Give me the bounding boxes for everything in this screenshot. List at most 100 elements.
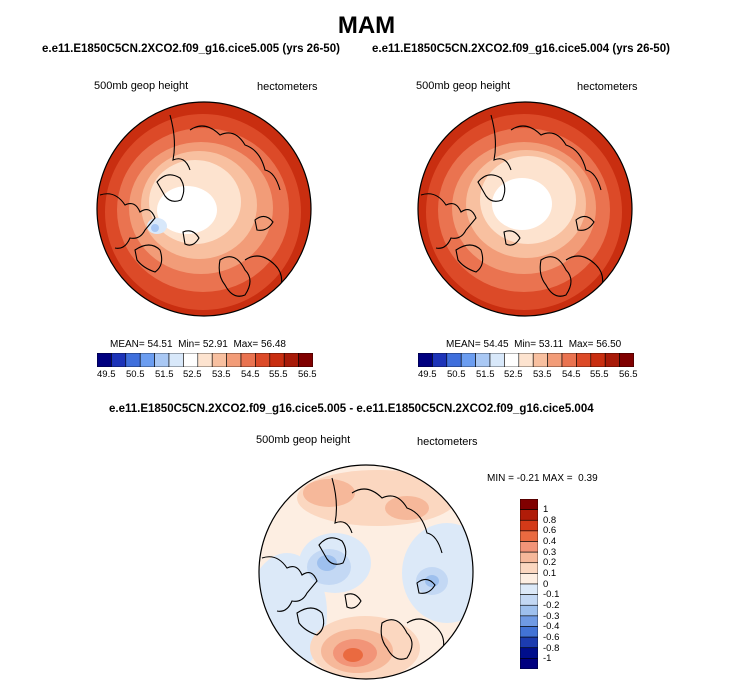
colorbar-box xyxy=(154,353,170,367)
left-colorbar-labels: 49.5 50.5 51.5 52.5 53.5 54.5 55.5 56.5 xyxy=(97,369,317,383)
diff-tick-8: -0.1 xyxy=(543,589,560,600)
colorbar-box xyxy=(168,353,184,367)
diff-tick-9: -0.2 xyxy=(543,600,560,611)
colorbar-box xyxy=(619,353,634,367)
right-variable-label: 500mb geop height xyxy=(416,80,511,92)
colorbar-box xyxy=(520,636,538,649)
left-tick-4: 53.5 xyxy=(212,369,231,380)
colorbar-box xyxy=(520,626,538,638)
colorbar-box xyxy=(197,353,213,367)
left-case-title: e.e11.E1850C5CN.2XCO2.f09_g16.cice5.005 … xyxy=(42,43,340,55)
left-tick-2: 51.5 xyxy=(155,369,174,380)
right-case-title: e.e11.E1850C5CN.2XCO2.f09_g16.cice5.004 … xyxy=(372,43,670,55)
right-polar-map xyxy=(417,101,633,317)
right-tick-6: 55.5 xyxy=(590,369,609,380)
colorbar-box xyxy=(183,353,199,367)
colorbar-box xyxy=(269,353,285,367)
colorbar-box xyxy=(547,353,563,367)
colorbar-box xyxy=(489,353,505,367)
colorbar-box xyxy=(139,353,155,367)
colorbar-box xyxy=(590,353,606,367)
left-map-border xyxy=(96,101,312,317)
colorbar-box xyxy=(520,615,538,627)
colorbar-box xyxy=(520,499,538,510)
right-tick-4: 53.5 xyxy=(533,369,552,380)
right-tick-5: 54.5 xyxy=(562,369,581,380)
diff-tick-10: -0.3 xyxy=(543,611,560,622)
colorbar-box xyxy=(446,353,462,367)
colorbar-box xyxy=(504,353,520,367)
figure-title: MAM xyxy=(337,12,396,39)
right-coastlines xyxy=(420,114,604,297)
left-contour-fill xyxy=(97,102,311,316)
difference-coastlines xyxy=(261,477,445,660)
colorbar-box xyxy=(520,658,538,669)
left-tick-5: 54.5 xyxy=(241,369,260,380)
left-stats: MEAN= 54.51 Min= 52.91 Max= 56.48 xyxy=(110,339,286,350)
left-tick-0: 49.5 xyxy=(97,369,116,380)
colorbar-box xyxy=(520,541,538,553)
colorbar-box xyxy=(475,353,491,367)
colorbar-box xyxy=(97,353,112,367)
diff-tick-14: -1 xyxy=(543,653,552,664)
left-colorbar xyxy=(97,353,313,367)
colorbar-box xyxy=(520,519,538,532)
right-colorbar-labels: 49.5 50.5 51.5 52.5 53.5 54.5 55.5 56.5 xyxy=(418,369,638,383)
colorbar-box xyxy=(576,353,592,367)
colorbar-box xyxy=(226,353,242,367)
colorbar-box xyxy=(518,353,534,367)
colorbar-box xyxy=(520,551,538,564)
right-tick-3: 52.5 xyxy=(504,369,523,380)
difference-colorbar xyxy=(520,499,538,669)
colorbar-box xyxy=(532,353,548,367)
diff-tick-5: 0.2 xyxy=(543,557,557,568)
diff-tick-6: 0.1 xyxy=(543,568,557,579)
diff-tick-2: 0.6 xyxy=(543,525,557,536)
difference-units-label: hectometers xyxy=(417,436,478,448)
colorbar-box xyxy=(298,353,313,367)
colorbar-box xyxy=(460,353,476,367)
right-units-label: hectometers xyxy=(577,81,638,93)
left-units-label: hectometers xyxy=(257,81,318,93)
colorbar-box xyxy=(520,509,538,521)
colorbar-box xyxy=(255,353,271,367)
right-colorbar-boxes xyxy=(418,353,634,367)
colorbar-box xyxy=(520,594,538,606)
right-contour-fill xyxy=(418,102,632,316)
right-tick-7: 56.5 xyxy=(619,369,638,380)
colorbar-box xyxy=(520,573,538,585)
colorbar-box xyxy=(520,647,538,659)
diff-tick-4: 0.3 xyxy=(543,547,557,558)
right-tick-1: 50.5 xyxy=(447,369,466,380)
left-variable-label: 500mb geop height xyxy=(94,80,189,92)
left-tick-1: 50.5 xyxy=(126,369,145,380)
difference-stats: MIN = -0.21 MAX = 0.39 xyxy=(487,473,598,484)
right-stats: MEAN= 54.45 Min= 53.11 Max= 56.50 xyxy=(446,339,622,350)
left-tick-3: 52.5 xyxy=(183,369,202,380)
left-colorbar-boxes xyxy=(97,353,313,367)
left-tick-7: 56.5 xyxy=(298,369,317,380)
colorbar-box xyxy=(125,353,141,367)
colorbar-box xyxy=(520,583,538,595)
difference-map-border xyxy=(258,464,474,680)
difference-title: e.e11.E1850C5CN.2XCO2.f09_g16.cice5.005 … xyxy=(109,403,594,415)
colorbar-box xyxy=(520,562,538,574)
right-map-border xyxy=(417,101,633,317)
colorbar-box xyxy=(520,530,538,542)
colorbar-box xyxy=(111,353,127,367)
diff-tick-13: -0.8 xyxy=(543,643,560,654)
left-polar-map xyxy=(96,101,312,317)
left-tick-6: 55.5 xyxy=(269,369,288,380)
difference-colorbar-labels: 1 0.8 0.6 0.4 0.3 0.2 0.1 0 -0.1 -0.2 -0… xyxy=(543,499,573,669)
right-tick-0: 49.5 xyxy=(418,369,437,380)
colorbar-box xyxy=(561,353,577,367)
colorbar-box xyxy=(418,353,433,367)
colorbar-box xyxy=(240,353,256,367)
right-tick-2: 51.5 xyxy=(476,369,495,380)
diff-tick-7: 0 xyxy=(543,579,549,590)
diff-tick-11: -0.4 xyxy=(543,621,560,632)
difference-variable-label: 500mb geop height xyxy=(256,434,351,446)
diff-tick-0: 1 xyxy=(543,504,549,515)
difference-polar-map xyxy=(258,464,474,680)
colorbar-box xyxy=(211,353,227,367)
